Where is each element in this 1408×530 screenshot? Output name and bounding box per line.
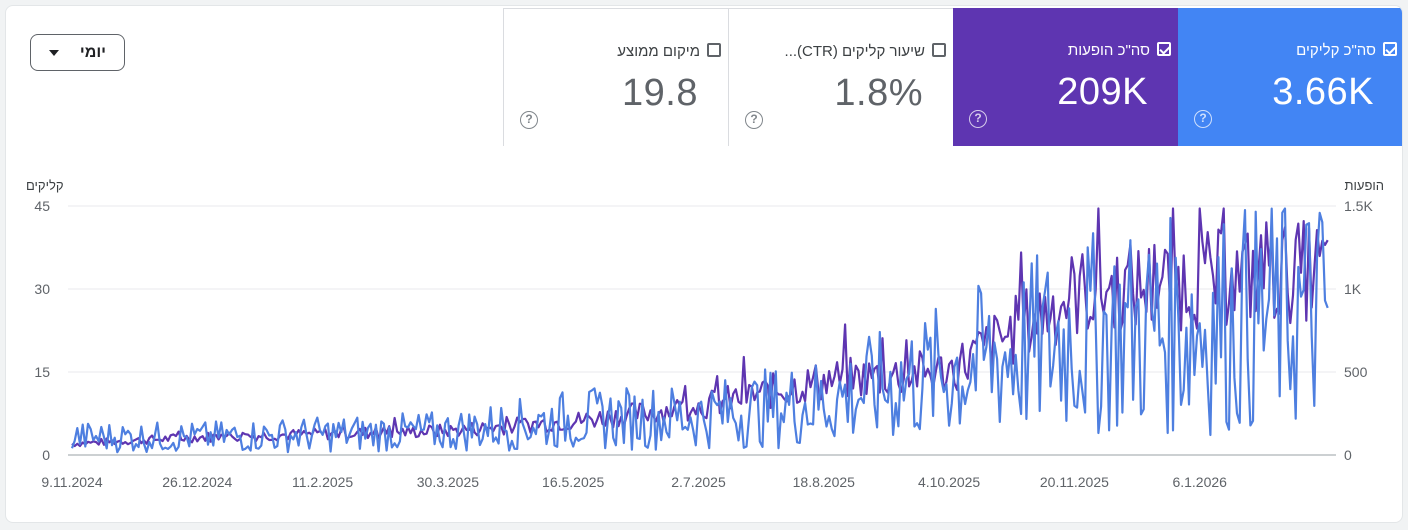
- right-axis-title: הופעות: [1345, 178, 1384, 193]
- x-tick-label: 2.7.2025: [671, 474, 726, 490]
- x-tick-label: 6.1.2026: [1172, 474, 1227, 490]
- clicks-checkbox[interactable]: [1383, 42, 1397, 56]
- x-tick-label: 26.12.2024: [162, 474, 232, 490]
- help-icon[interactable]: ?: [745, 111, 763, 129]
- position-value: 19.8: [622, 72, 698, 114]
- ctr-value: 1.8%: [834, 72, 923, 114]
- period-dropdown-label: יומי: [79, 44, 106, 61]
- metric-average-position[interactable]: מיקום ממוצע 19.8 ?: [503, 8, 728, 146]
- position-label: מיקום ממוצע: [617, 43, 700, 60]
- chevron-down-icon: [49, 50, 59, 56]
- impressions-checkbox[interactable]: [1157, 42, 1171, 56]
- right-tick-label: 1K: [1344, 281, 1362, 297]
- help-icon[interactable]: ?: [969, 110, 987, 128]
- x-tick-label: 16.5.2025: [542, 474, 604, 490]
- metric-total-impressions[interactable]: סה"כ הופעות 209K ?: [953, 8, 1178, 146]
- impressions-series-line: [71, 207, 1329, 448]
- performance-card: יומי מיקום ממוצע 19.8 ? שיעור קליקים (CT…: [5, 5, 1403, 523]
- performance-chart: קליקים הופעות 45 1.5K 30 1K 15 500 0 0 9.11.2024…: [26, 178, 1384, 490]
- metric-total-clicks[interactable]: סה"כ קליקים 3.66K ?: [1178, 8, 1402, 146]
- left-tick-label: 15: [34, 364, 50, 380]
- clicks-value: 3.66K: [1272, 71, 1374, 113]
- clicks-series-line: [70, 207, 1329, 454]
- x-tick-label: 11.2.2025: [292, 474, 353, 490]
- left-tick-label: 30: [34, 281, 50, 297]
- help-icon[interactable]: ?: [520, 111, 538, 129]
- position-checkbox[interactable]: [707, 43, 721, 57]
- right-tick-label: 500: [1344, 364, 1368, 380]
- left-axis-title: קליקים: [26, 178, 64, 193]
- impressions-label: סה"כ הופעות: [1067, 42, 1150, 59]
- right-tick-label: 0: [1344, 447, 1352, 463]
- x-tick-label: 4.10.2025: [918, 474, 980, 490]
- help-icon[interactable]: ?: [1194, 110, 1212, 128]
- impressions-value: 209K: [1057, 71, 1148, 113]
- left-tick-label: 0: [42, 447, 50, 463]
- x-tick-label: 30.3.2025: [417, 474, 479, 490]
- x-tick-label: 9.11.2024: [41, 474, 102, 490]
- left-tick-label: 45: [34, 198, 50, 214]
- ctr-label: שיעור קליקים (CTR)...: [784, 43, 925, 60]
- metric-ctr[interactable]: שיעור קליקים (CTR)... 1.8% ?: [728, 8, 953, 146]
- x-tick-label: 18.8.2025: [793, 474, 855, 490]
- right-tick-label: 1.5K: [1344, 198, 1373, 214]
- ctr-checkbox[interactable]: [932, 43, 946, 57]
- x-tick-label: 20.11.2025: [1040, 474, 1109, 490]
- period-dropdown[interactable]: יומי: [30, 34, 125, 71]
- clicks-label: סה"כ קליקים: [1296, 42, 1376, 59]
